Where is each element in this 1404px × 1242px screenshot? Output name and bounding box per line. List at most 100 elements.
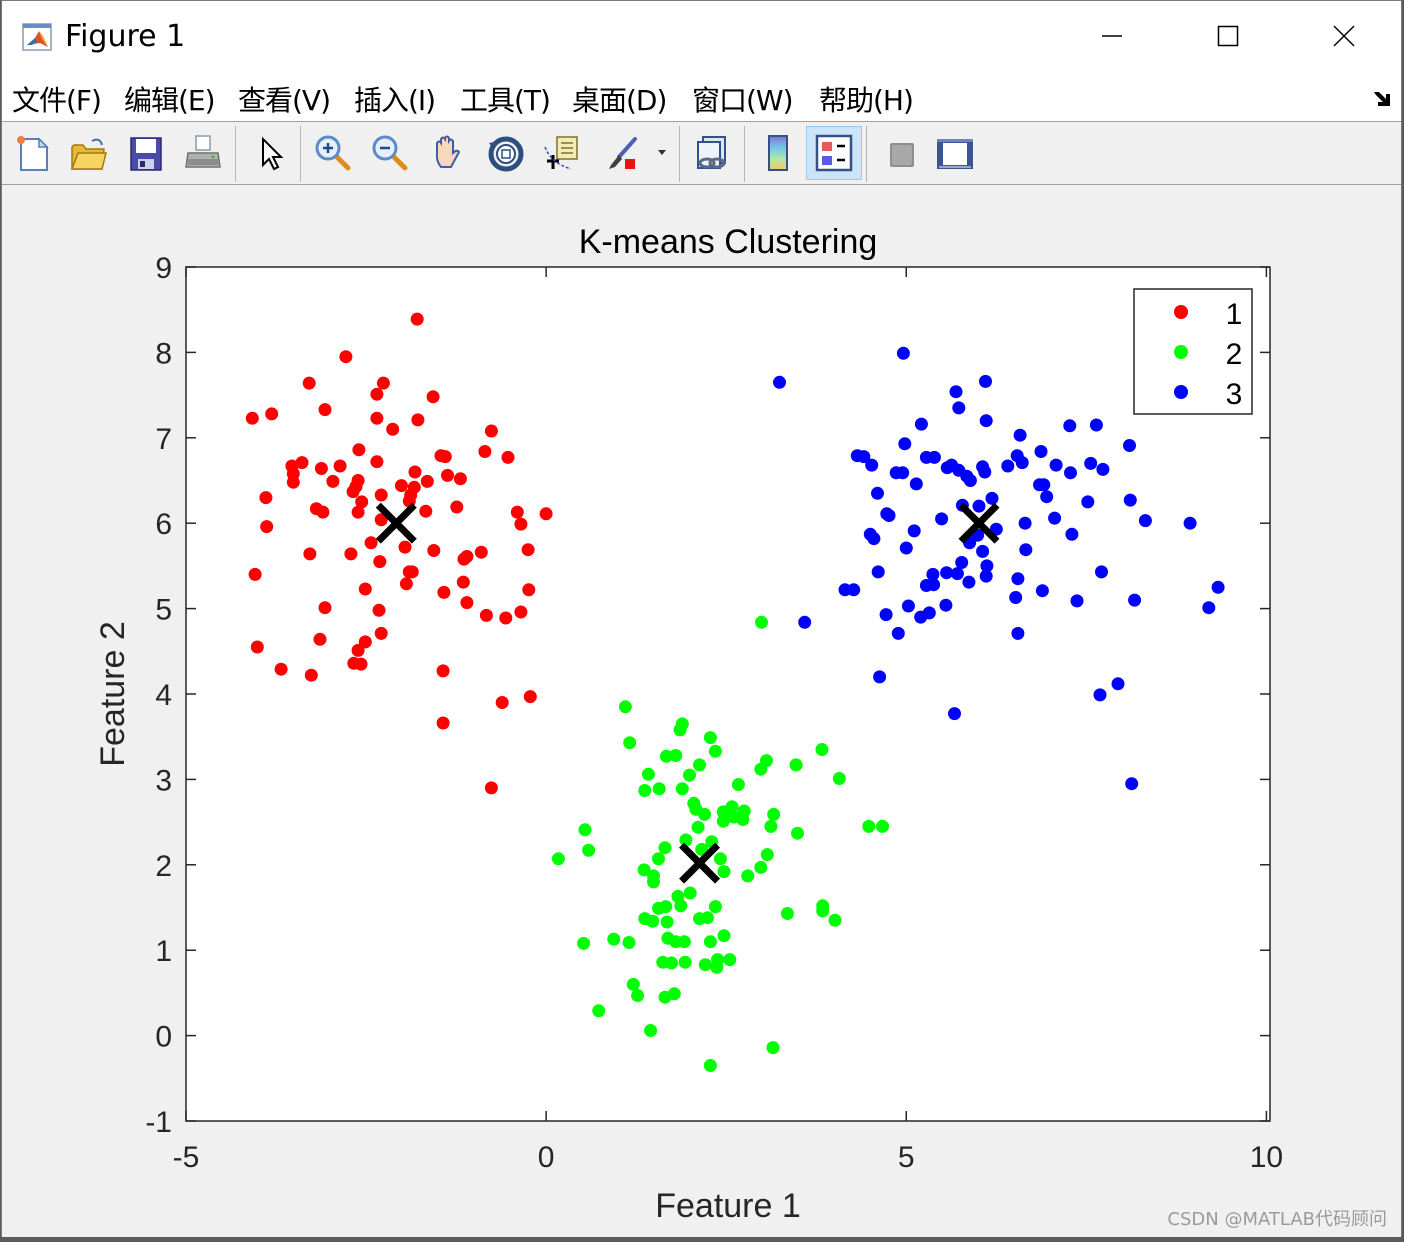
edit-plot-button[interactable] xyxy=(245,128,295,178)
data-point xyxy=(963,474,977,487)
zoom-in-button[interactable] xyxy=(308,128,358,178)
data-point xyxy=(926,567,940,581)
minimize-button[interactable] xyxy=(1082,11,1142,61)
data-point xyxy=(652,852,665,866)
legend-item: 3 xyxy=(1174,378,1242,411)
save-figure-button[interactable] xyxy=(121,128,171,178)
data-point xyxy=(1089,418,1103,432)
zoom-out-button[interactable] xyxy=(365,128,415,178)
data-point xyxy=(1015,456,1029,470)
plot-area[interactable] xyxy=(186,267,1270,1121)
data-point xyxy=(857,450,871,464)
insert-colorbar-button[interactable] xyxy=(753,128,803,178)
data-point xyxy=(405,565,419,579)
data-point xyxy=(370,411,384,425)
show-plot-tools-button[interactable] xyxy=(930,128,980,178)
close-button[interactable] xyxy=(1314,11,1374,61)
scatter-chart[interactable]: -5 0 5 10 -1 0 1 2 3 4 5 6 7 8 9 K-means Clustering Feat… xyxy=(2,185,1402,1237)
data-point xyxy=(582,843,596,857)
watermark-text: CSDN @MATLAB代码顾问 xyxy=(1167,1209,1387,1230)
menu-file[interactable]: 文件(F) xyxy=(12,84,102,117)
pan-button[interactable] xyxy=(422,128,472,178)
print-figure-button[interactable] xyxy=(178,128,228,178)
link-plot-button[interactable] xyxy=(688,128,738,178)
data-cursor-button[interactable] xyxy=(536,128,586,178)
data-point xyxy=(683,768,696,782)
legend-icon xyxy=(815,134,853,172)
data-point xyxy=(674,899,688,913)
menu-insert[interactable]: 插入(I) xyxy=(354,84,436,117)
y-tick-label: 4 xyxy=(155,679,172,712)
insert-legend-button[interactable] xyxy=(806,126,862,180)
data-point xyxy=(265,407,279,421)
data-point xyxy=(1048,511,1062,525)
toolbar-separator xyxy=(300,126,301,182)
menu-help[interactable]: 帮助(H) xyxy=(819,84,914,117)
data-point xyxy=(286,475,300,489)
legend[interactable]: 1 2 3 xyxy=(1133,288,1253,415)
data-point xyxy=(399,577,413,591)
data-point xyxy=(755,615,768,629)
data-point xyxy=(754,762,768,776)
data-point xyxy=(394,479,408,493)
data-point xyxy=(754,860,768,874)
open-folder-icon xyxy=(70,138,107,170)
figure-canvas: -5 0 5 10 -1 0 1 2 3 4 5 6 7 8 9 K-means Clustering Feat… xyxy=(2,185,1401,1237)
data-point xyxy=(766,1041,780,1055)
menu-edit[interactable]: 编辑(E) xyxy=(124,84,216,117)
brush-button[interactable] xyxy=(598,128,648,178)
menu-view[interactable]: 查看(V) xyxy=(238,84,331,117)
data-point xyxy=(303,547,317,561)
data-point xyxy=(623,736,637,750)
data-point xyxy=(871,486,884,500)
data-point xyxy=(767,807,781,821)
data-point xyxy=(879,608,893,622)
data-point xyxy=(1037,478,1051,492)
data-point xyxy=(940,566,954,580)
x-tick-label: 0 xyxy=(538,1141,555,1174)
data-point xyxy=(667,987,681,1001)
title-bar[interactable]: Figure 1 xyxy=(2,1,1401,73)
y-tick-label: 6 xyxy=(155,508,172,541)
data-point xyxy=(952,401,966,415)
data-point xyxy=(1093,688,1107,702)
data-point xyxy=(631,989,645,1002)
data-point xyxy=(710,960,724,974)
data-point xyxy=(1084,456,1098,470)
open-file-button[interactable] xyxy=(63,128,113,178)
y-tick-label: 7 xyxy=(155,423,172,456)
data-point xyxy=(410,312,424,326)
brush-dropdown-button[interactable] xyxy=(652,128,672,178)
data-point xyxy=(962,575,976,589)
legend-marker-icon xyxy=(1174,385,1188,399)
data-point xyxy=(891,626,905,640)
data-point xyxy=(976,544,990,558)
data-point xyxy=(1096,462,1110,476)
data-point xyxy=(914,610,928,624)
data-point xyxy=(1065,527,1079,541)
dock-arrow-icon[interactable] xyxy=(1371,87,1393,109)
hide-plot-tools-button[interactable] xyxy=(875,128,925,178)
new-figure-button[interactable] xyxy=(7,128,57,178)
data-point xyxy=(914,417,928,431)
data-point xyxy=(364,536,378,550)
menu-desktop[interactable]: 桌面(D) xyxy=(572,84,667,117)
data-point xyxy=(725,800,739,814)
menu-tools[interactable]: 工具(T) xyxy=(460,84,551,117)
maximize-button[interactable] xyxy=(1198,11,1258,61)
data-point xyxy=(245,411,259,425)
data-point xyxy=(426,390,440,404)
data-point xyxy=(736,813,750,826)
centroid-marker xyxy=(375,502,417,544)
rotate-3d-button[interactable] xyxy=(480,128,530,178)
data-point xyxy=(484,424,498,438)
menu-window[interactable]: 窗口(W) xyxy=(692,84,794,117)
data-point xyxy=(919,579,933,592)
data-point xyxy=(1018,516,1032,530)
toolbar-separator xyxy=(744,126,745,182)
minimize-icon xyxy=(1102,35,1122,37)
y-tick-label: 9 xyxy=(155,252,172,285)
data-point xyxy=(873,670,887,684)
data-point xyxy=(791,826,804,840)
data-point xyxy=(376,376,390,390)
